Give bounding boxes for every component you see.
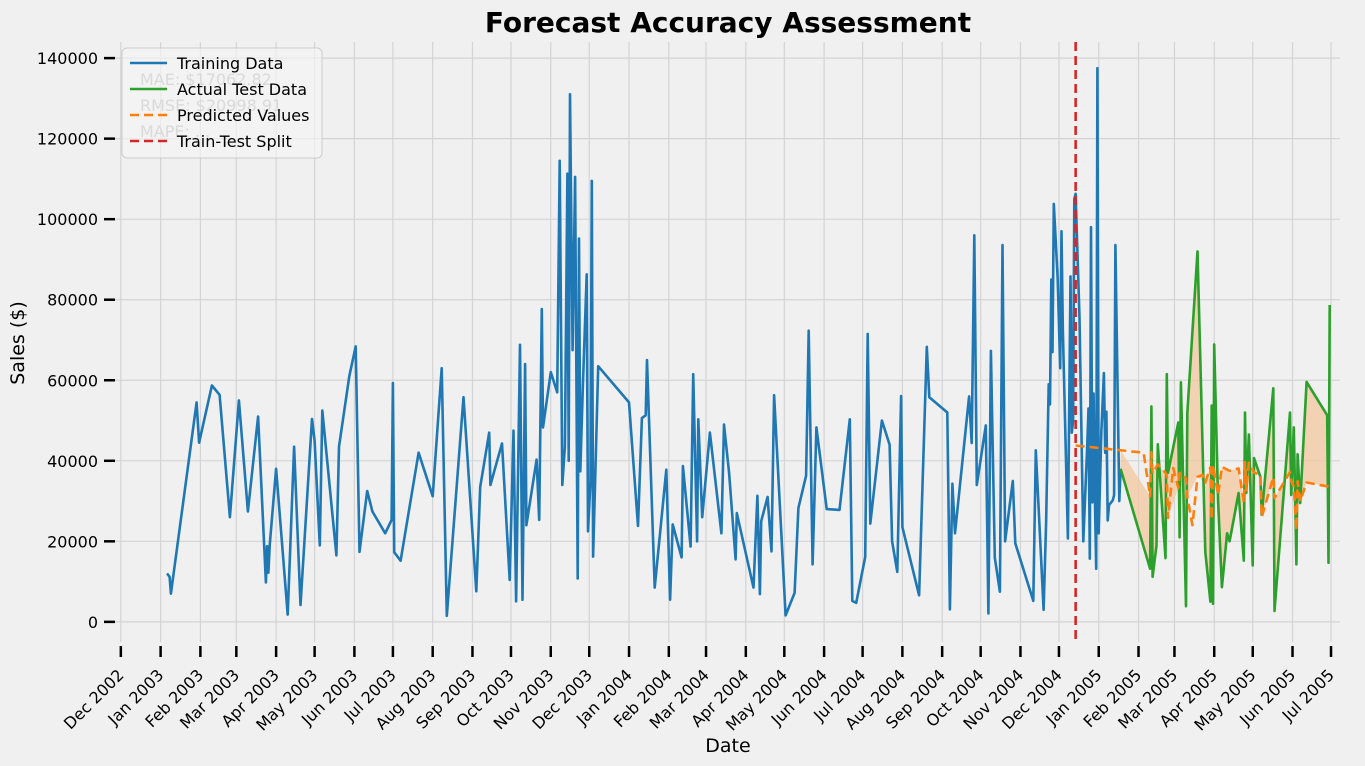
y-axis-label: Sales ($) bbox=[7, 301, 29, 385]
y-tick-label: 120000 bbox=[37, 130, 98, 149]
legend-entry: Actual Test Data bbox=[177, 80, 307, 99]
x-axis-label: Date bbox=[705, 735, 750, 757]
chart-legend: Training Data Actual Test Data Predicted V… bbox=[121, 47, 323, 159]
series-lines bbox=[165, 66, 1331, 618]
forecast-error-band bbox=[1120, 251, 1330, 611]
y-tick-label: 60000 bbox=[47, 371, 98, 390]
legend-entry: Training Data bbox=[176, 54, 283, 73]
legend-entry: Train-Test Split bbox=[176, 132, 292, 151]
legend-entry: Predicted Values bbox=[177, 106, 309, 125]
y-tick-label: 100000 bbox=[37, 210, 98, 229]
y-tick-label: 0 bbox=[88, 613, 98, 632]
series-line-predicted-values bbox=[1075, 444, 1329, 532]
y-axis-ticks: 0 20000 40000 60000 80000 100000 120000 140000 bbox=[37, 49, 115, 632]
y-tick-label: 40000 bbox=[47, 452, 98, 471]
chart-title: Forecast Accuracy Assessment bbox=[485, 6, 971, 39]
error-band bbox=[1120, 251, 1330, 611]
y-tick-label: 80000 bbox=[47, 291, 98, 310]
series-line-actual-test-data bbox=[1119, 250, 1331, 613]
legend-box bbox=[121, 47, 323, 159]
y-tick-label: 20000 bbox=[47, 532, 98, 551]
y-tick-label: 140000 bbox=[37, 49, 98, 68]
series-line-training-data bbox=[165, 66, 1122, 618]
